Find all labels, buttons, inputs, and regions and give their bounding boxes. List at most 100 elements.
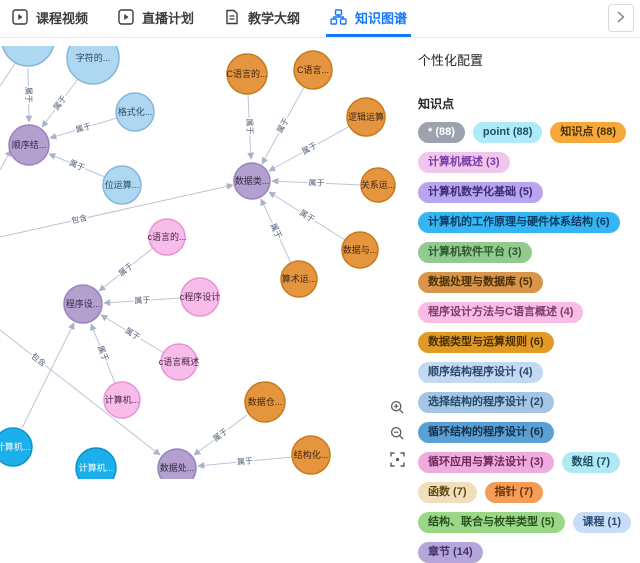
graph-edge [21, 322, 75, 429]
tag-badge[interactable]: 数据类型与运算规则 (6) [418, 332, 554, 353]
graph-node-label: 计算机... [0, 441, 30, 452]
graph-node[interactable] [346, 97, 386, 137]
graph-node-label: c语言概述 [159, 356, 200, 367]
graph-node-label: 位运算... [105, 179, 140, 190]
tag-badge[interactable]: 计算机软件平台 (3) [418, 242, 532, 263]
tag-badge[interactable]: 计算机概述 (3) [418, 152, 510, 173]
tag-badge[interactable]: 程序设计方法与C语言概述 (4) [418, 302, 584, 323]
graph-node[interactable] [66, 46, 120, 85]
graph-edge [25, 67, 33, 123]
graph-controls [390, 400, 405, 467]
zoom-in-icon[interactable] [390, 400, 405, 415]
edge-label: 属于 [269, 222, 284, 240]
graph-node[interactable] [160, 343, 198, 381]
edge-label: 属于 [52, 94, 69, 112]
graph-node[interactable] [63, 284, 103, 324]
graph-edge [103, 297, 182, 307]
graph-edge [0, 182, 234, 238]
graph-edge [247, 93, 255, 160]
graph-icon [330, 9, 347, 25]
graph-edge [0, 329, 161, 456]
graph-node[interactable] [233, 162, 271, 200]
graph-edge [90, 323, 116, 384]
graph-node[interactable] [157, 448, 197, 479]
tag-badge[interactable]: 数组 (7) [561, 452, 620, 473]
graph-node-label: 字符的... [76, 52, 111, 63]
edge-label: 包含 [70, 212, 88, 225]
edge-label: 属于 [123, 326, 141, 342]
edge-label: 属于 [245, 118, 255, 134]
graph-node-label: C语言的... [226, 68, 267, 79]
tab-course-video[interactable]: 课程视频 [8, 0, 92, 37]
panel-title: 个性化配置 [418, 53, 484, 68]
tag-badge[interactable]: 顺序结构程序设计 (4) [418, 362, 543, 383]
tag-badge[interactable]: 课程 (1) [572, 512, 631, 533]
tab-label: 教学大纲 [248, 10, 301, 26]
graph-node[interactable] [180, 277, 220, 317]
graph-node[interactable] [103, 381, 141, 419]
tab-label: 知识图谱 [355, 10, 408, 26]
edge-label: 属于 [68, 158, 86, 172]
edge-label: 属于 [75, 121, 93, 134]
graph-edge [261, 86, 305, 165]
graph-node[interactable] [148, 218, 186, 256]
edge-label: 属于 [298, 208, 316, 224]
graph-node[interactable] [1, 46, 55, 67]
edge-label: 属于 [300, 141, 318, 157]
tag-badge[interactable]: 选择结构的程序设计 (2) [418, 392, 554, 413]
tab-live-plan[interactable]: 直播计划 [114, 0, 198, 37]
graph-node[interactable] [75, 447, 117, 479]
knowledge-points-title: 知识点 [418, 97, 455, 111]
fit-view-icon[interactable] [390, 452, 405, 467]
graph-node[interactable] [280, 260, 318, 298]
edge-label: 属于 [96, 344, 110, 362]
graph-node[interactable] [341, 231, 379, 269]
graph-edge [41, 78, 79, 128]
graph-node-label: 数据处... [160, 462, 195, 473]
tag-badge[interactable]: 计算机的工作原理与硬件体系结构 (6) [418, 212, 620, 233]
tag-badge[interactable]: 函数 (7) [418, 482, 477, 503]
tag-badge[interactable]: 指针 (7) [484, 482, 543, 503]
tag-badge[interactable]: 循环应用与算法设计 (3) [418, 452, 554, 473]
graph-node-label: 算术运... [282, 273, 317, 284]
graph-edge [48, 153, 106, 178]
collapse-panel-button[interactable] [608, 4, 634, 32]
tag-badge[interactable]: 计算机数学化基础 (5) [418, 182, 543, 203]
graph-node-label: 数据类... [235, 175, 270, 186]
graph-node-label: 计算机... [105, 394, 140, 405]
graph-node[interactable] [360, 167, 396, 203]
tag-badge[interactable]: 结构、联合与枚举类型 (5) [418, 512, 565, 533]
graph-node-label: 关系运... [361, 179, 396, 190]
edge-label: 属于 [24, 87, 33, 103]
graph-node[interactable] [115, 92, 155, 132]
graph-node-label: 计算机... [79, 462, 114, 473]
graph-node[interactable] [102, 165, 142, 205]
tag-badge[interactable]: 知识点 (88) [550, 122, 627, 143]
tab-syllabus[interactable]: 教学大纲 [220, 0, 304, 37]
tab-knowledge-graph[interactable]: 知识图谱 [326, 0, 412, 37]
graph-node-label: C语言... [297, 64, 329, 75]
graph-node-label: 逻辑运算 [348, 111, 384, 122]
tag-badge[interactable]: point (88) [472, 122, 543, 143]
tab-label: 课程视频 [36, 10, 89, 26]
graph-node[interactable] [244, 381, 286, 423]
tag-badge[interactable]: * (88) [418, 122, 465, 143]
tag-badge[interactable]: 章节 (14) [418, 542, 483, 563]
graph-edge [260, 198, 292, 264]
graph-node[interactable] [293, 50, 333, 90]
graph-node[interactable] [291, 435, 331, 475]
graph-node-label: c程序设计 [180, 291, 221, 302]
graph-node-label: 数据仓... [248, 396, 283, 407]
tag-badge[interactable]: 循环结构的程序设计 (6) [418, 422, 554, 443]
tag-badge[interactable]: 数据处理与数据库 (5) [418, 272, 543, 293]
zoom-out-icon[interactable] [390, 426, 405, 441]
document-icon [224, 9, 240, 25]
graph-node[interactable] [8, 124, 50, 166]
config-panel: 个性化配置 知识点 * (88) point (88) 知识点 (88) 计算机概述 … [418, 50, 634, 563]
graph-node-label: 结构化... [294, 449, 329, 460]
graph-node[interactable] [0, 427, 33, 467]
graph-node-label: 程序设... [66, 298, 101, 309]
play-square-icon [118, 9, 134, 25]
graph-node[interactable] [226, 53, 268, 95]
